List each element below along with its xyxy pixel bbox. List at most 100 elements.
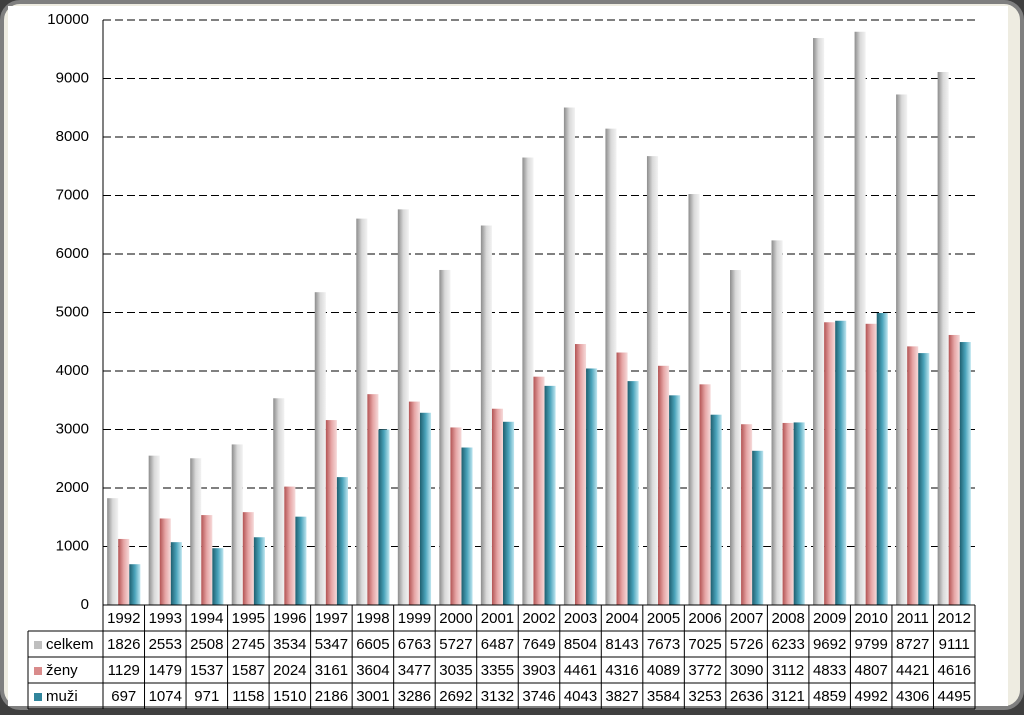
x-tick-label: 1995	[232, 610, 265, 627]
legend-key	[34, 693, 42, 701]
table-value: 3121	[771, 688, 804, 705]
table-value: 971	[194, 688, 219, 705]
bar	[854, 31, 866, 606]
bar	[688, 194, 700, 605]
table-value: 1129	[108, 662, 140, 679]
bar	[148, 455, 160, 605]
bar	[231, 444, 243, 605]
table-value: 2553	[149, 636, 182, 653]
table-value: 1826	[107, 636, 140, 653]
x-tick-label: 2010	[855, 610, 888, 627]
table-value: 2024	[273, 662, 306, 679]
table-value: 5347	[315, 636, 348, 653]
bar	[574, 344, 587, 605]
table-value: 3001	[356, 688, 389, 705]
table-value: 3903	[522, 662, 555, 679]
bar	[107, 498, 119, 605]
bar	[325, 420, 337, 605]
legend-key	[34, 641, 42, 649]
bar	[605, 128, 617, 605]
bar	[159, 518, 171, 605]
x-tick-label: 2006	[688, 610, 721, 627]
bar	[491, 408, 504, 605]
bar	[450, 427, 462, 605]
table-value: 3746	[522, 688, 555, 705]
table-value: 8143	[605, 636, 638, 653]
bar	[273, 398, 285, 605]
bar	[937, 72, 949, 606]
table-value: 9692	[813, 636, 846, 653]
table-value: 3132	[481, 688, 514, 705]
bar	[907, 346, 919, 605]
x-tick-label: 2011	[897, 610, 929, 627]
table-value: 3035	[439, 662, 472, 679]
bar	[865, 323, 877, 605]
bar	[835, 320, 847, 605]
bar	[170, 542, 182, 605]
table-value: 4807	[855, 662, 888, 679]
bar	[710, 414, 722, 605]
bar	[918, 353, 930, 605]
bar	[201, 515, 213, 605]
bar	[563, 107, 575, 606]
bar	[741, 424, 753, 605]
x-tick-label: 2009	[813, 610, 846, 627]
bar	[253, 537, 265, 605]
bar	[896, 94, 908, 606]
bar	[408, 401, 420, 605]
bar	[522, 157, 534, 605]
table-value: 3477	[398, 662, 431, 679]
table-value: 6763	[398, 636, 431, 653]
table-value: 3772	[688, 662, 721, 679]
bar	[782, 422, 794, 605]
bar	[503, 421, 515, 605]
table-value: 3355	[481, 662, 514, 679]
legend-key	[34, 667, 42, 675]
table-value: 2745	[232, 636, 265, 653]
bar	[461, 447, 473, 605]
x-tick-label: 1997	[315, 610, 348, 627]
y-tick-label: 4000	[56, 362, 89, 379]
bar	[378, 429, 390, 605]
table-value: 1074	[149, 688, 182, 705]
bar	[480, 225, 492, 605]
y-tick-label: 1000	[56, 537, 89, 554]
table-value: 5726	[730, 636, 763, 653]
x-tick-label: 1993	[149, 610, 182, 627]
bar	[190, 458, 202, 605]
bar	[544, 385, 556, 605]
table-value: 3584	[647, 688, 680, 705]
table-value: 1587	[232, 662, 265, 679]
bar	[118, 538, 130, 605]
legend-label: celkem	[46, 636, 94, 653]
x-tick-label: 1998	[356, 610, 389, 627]
table-value: 4043	[564, 688, 597, 705]
table-value: 7673	[647, 636, 680, 653]
y-tick-label: 5000	[56, 303, 89, 320]
bar	[367, 394, 379, 605]
bar	[284, 486, 296, 605]
table-value: 3604	[356, 662, 389, 679]
table-value: 3286	[398, 688, 431, 705]
bar	[730, 270, 742, 605]
table-value: 4859	[813, 688, 846, 705]
table-value: 1537	[190, 662, 223, 679]
bar	[336, 477, 348, 605]
x-tick-label: 1996	[273, 610, 306, 627]
bar	[658, 365, 670, 605]
bar	[616, 352, 628, 605]
table-value: 4306	[896, 688, 929, 705]
table-value: 2508	[190, 636, 223, 653]
table-value: 2636	[730, 688, 763, 705]
table-value: 1158	[232, 688, 264, 705]
table-value: 3112	[772, 662, 804, 679]
bar	[242, 512, 254, 605]
table-value: 5727	[439, 636, 472, 653]
bar	[646, 156, 659, 605]
y-tick-label: 6000	[56, 245, 89, 262]
y-tick-label: 10000	[47, 11, 89, 28]
bar	[948, 334, 960, 605]
bar	[627, 381, 639, 605]
